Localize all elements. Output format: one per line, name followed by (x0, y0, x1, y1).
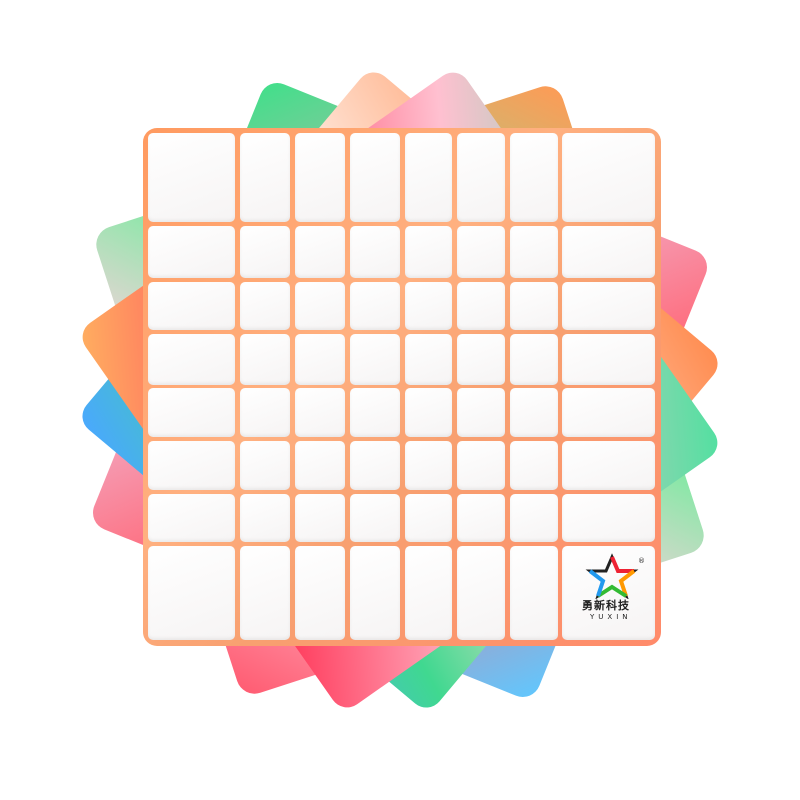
sticker (240, 546, 290, 640)
sticker (350, 334, 400, 385)
sticker (295, 388, 345, 437)
sticker (148, 494, 235, 542)
sticker (457, 133, 505, 222)
sticker (240, 334, 290, 385)
sticker (240, 133, 290, 222)
sticker (562, 494, 655, 542)
sticker (240, 282, 290, 330)
logo-text-cn: 勇新科技 (582, 599, 630, 612)
sticker (457, 441, 505, 490)
sticker (405, 133, 452, 222)
sticker (295, 226, 345, 278)
sticker (562, 226, 655, 278)
sticker (562, 133, 655, 222)
sticker (350, 494, 400, 542)
sticker (510, 388, 558, 437)
sticker (510, 546, 558, 640)
sticker (295, 494, 345, 542)
sticker (562, 388, 655, 437)
yuxin-logo: ® 勇新科技 YUXIN (568, 553, 656, 635)
sticker (405, 226, 452, 278)
sticker (457, 388, 505, 437)
sticker (350, 546, 400, 640)
star-logo-icon: ® (585, 553, 645, 600)
sticker (148, 133, 235, 222)
sticker (350, 226, 400, 278)
registered-mark: ® (638, 557, 645, 565)
sticker (148, 546, 235, 640)
sticker (148, 226, 235, 278)
sticker (295, 282, 345, 330)
sticker (148, 334, 235, 385)
sticker (510, 226, 558, 278)
sticker (240, 388, 290, 437)
sticker (405, 441, 452, 490)
sticker (295, 441, 345, 490)
sticker (148, 441, 235, 490)
sticker (405, 388, 452, 437)
sticker (562, 282, 655, 330)
sticker (510, 334, 558, 385)
sticker (350, 133, 400, 222)
sticker (457, 494, 505, 542)
sticker (510, 441, 558, 490)
sticker (295, 546, 345, 640)
sticker (510, 282, 558, 330)
sticker (148, 282, 235, 330)
sticker (240, 226, 290, 278)
sticker (295, 334, 345, 385)
sticker (240, 494, 290, 542)
sticker (457, 334, 505, 385)
sticker (350, 388, 400, 437)
sticker (457, 546, 505, 640)
sticker (457, 226, 505, 278)
logo-text-en: YUXIN (590, 613, 632, 621)
sticker (405, 494, 452, 542)
sticker (562, 334, 655, 385)
sticker (457, 282, 505, 330)
sticker (405, 334, 452, 385)
sticker (350, 441, 400, 490)
sticker (240, 441, 290, 490)
sticker (510, 133, 558, 222)
sticker (295, 133, 345, 222)
sticker (405, 546, 452, 640)
sticker (148, 388, 235, 437)
sticker (405, 282, 452, 330)
sticker (562, 441, 655, 490)
sticker (350, 282, 400, 330)
sticker (510, 494, 558, 542)
